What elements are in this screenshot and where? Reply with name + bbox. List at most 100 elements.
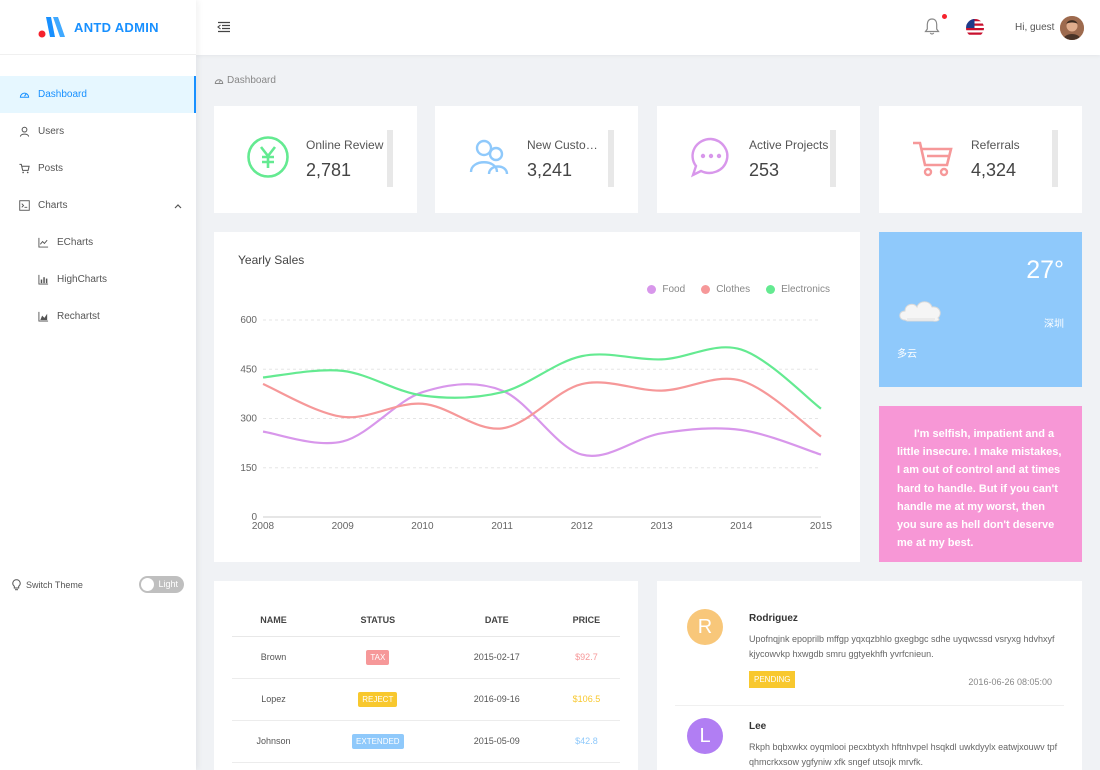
cloud-icon	[897, 296, 945, 329]
stat-card-new-customers: New Customers 3,241	[435, 106, 638, 213]
comment-item[interactable]: L Lee Rkph bqbxwkx oyqmlooi pecxbtyxh hf…	[675, 706, 1064, 770]
legend-item-food[interactable]: Food	[647, 284, 685, 295]
sidebar-item-rechartst[interactable]: Rechartst	[0, 298, 196, 335]
us-flag-icon[interactable]	[966, 19, 984, 37]
yearly-sales-card: Yearly Sales Food Clothes Electronics 0 1…	[214, 232, 860, 562]
stat-card-online-review: Online Review 2,781	[214, 106, 417, 213]
sidebar-item-charts[interactable]: Charts	[0, 187, 196, 224]
switch-theme-label: Switch Theme	[26, 579, 83, 590]
menu-fold-icon[interactable]	[217, 20, 231, 38]
stat-title: New Customers	[527, 138, 607, 152]
shopping-cart-icon	[911, 135, 955, 179]
cell-status: REJECT	[314, 678, 441, 721]
stat-divider	[387, 130, 393, 187]
sidebar-item-label: ECharts	[57, 237, 94, 248]
breadcrumb: Dashboard	[214, 75, 276, 86]
x-tick-label: 2010	[411, 521, 434, 532]
chart-title: Yearly Sales	[238, 253, 305, 267]
table-row[interactable]: Lopez REJECT 2016-09-16 $106.5	[232, 678, 620, 721]
weather-city: 深圳	[1044, 319, 1064, 330]
sidebar-item-highcharts[interactable]: HighCharts	[0, 261, 196, 298]
status-badge: TAX	[366, 649, 390, 665]
quote-text: I'm selfish, impatient and a little inse…	[897, 428, 1062, 550]
stat-card-active-projects: Active Projects 253	[657, 106, 860, 213]
stat-value: 4,324	[971, 160, 1017, 180]
weather-temperature: 27°	[1026, 256, 1064, 284]
bar-chart-icon	[38, 274, 49, 285]
cell-name: Johnson	[232, 720, 315, 763]
cell-name: Brown	[232, 636, 315, 679]
sidebar-item-posts[interactable]: Posts	[0, 150, 196, 187]
cell-price: $106.5	[552, 678, 620, 721]
comment-content: Rkph bqbxwkx oyqmlooi pecxbtyxh hftnhvpe…	[749, 742, 1058, 767]
sidebar: ANTD ADMIN Dashboard Users Posts Charts	[0, 0, 196, 770]
cell-date: 2015-02-17	[440, 636, 553, 679]
stat-value: 2,781	[306, 160, 352, 180]
logo-icon	[38, 14, 68, 40]
stat-value: 3,241	[527, 160, 573, 180]
line-chart-icon	[38, 237, 49, 248]
comment-avatar: L	[687, 718, 723, 754]
notification-badge	[942, 14, 947, 19]
legend-label: Electronics	[781, 284, 830, 295]
stat-title: Active Projects	[749, 138, 829, 152]
sidebar-item-users[interactable]: Users	[0, 113, 196, 150]
status-badge: REJECT	[358, 691, 398, 707]
legend-label: Clothes	[716, 284, 751, 295]
cell-status: TAX	[314, 636, 441, 679]
stat-divider	[830, 130, 836, 187]
series-line-food	[262, 383, 822, 457]
column-header-price[interactable]: PRICE	[552, 604, 620, 637]
y-tick-label: 0	[251, 512, 257, 523]
theme-toggle[interactable]: Light	[139, 576, 184, 593]
y-tick-label: 300	[240, 414, 257, 425]
table-row[interactable]: Johnson EXTENDED 2015-05-09 $42.8	[232, 720, 620, 763]
series-line-clothes	[262, 377, 822, 438]
user-greeting[interactable]: Hi, guest	[1015, 22, 1055, 33]
comment-author: Lee	[749, 721, 767, 732]
sales-table: NAME STATUS DATE PRICE Brown TAX 2015-02…	[232, 604, 620, 763]
chart-legend: Food Clothes Electronics	[631, 284, 830, 295]
recent-sales-card: NAME STATUS DATE PRICE Brown TAX 2015-02…	[214, 581, 638, 770]
avatar[interactable]	[1060, 16, 1084, 40]
stat-divider	[1052, 130, 1058, 187]
weather-condition: 多云	[897, 349, 917, 360]
sidebar-item-echarts[interactable]: ECharts	[0, 224, 196, 261]
sidebar-item-label: Charts	[38, 200, 68, 211]
sidebar-item-dashboard[interactable]: Dashboard	[0, 76, 196, 113]
table-row[interactable]: Brown TAX 2015-02-17 $92.7	[232, 636, 620, 679]
message-icon	[689, 135, 733, 179]
comments-card: R Rodriguez Upofnqjnk epoprilb mffgp yqx…	[657, 581, 1082, 770]
area-chart-icon	[38, 311, 49, 322]
x-tick-label: 2015	[810, 521, 833, 532]
series-line-electronics	[262, 346, 822, 410]
bell-icon[interactable]	[924, 17, 940, 41]
stat-divider	[608, 130, 614, 187]
stat-card-referrals: Referrals 4,324	[879, 106, 1082, 213]
legend-item-electronics[interactable]: Electronics	[766, 284, 830, 295]
weather-card: 27° 深圳 多云	[879, 232, 1082, 387]
sidebar-item-label: HighCharts	[57, 274, 108, 285]
quote-card: I'm selfish, impatient and a little inse…	[879, 406, 1082, 562]
comment-date: 2016-06-26 08:05:00	[968, 677, 1052, 687]
column-header-name[interactable]: NAME	[232, 604, 315, 637]
x-tick-label: 2013	[650, 521, 673, 532]
column-header-status[interactable]: STATUS	[314, 604, 441, 637]
breadcrumb-item[interactable]: Dashboard	[227, 75, 276, 86]
comment-author: Rodriguez	[749, 613, 798, 624]
x-tick-label: 2014	[730, 521, 753, 532]
comment-status-badge: PENDING	[749, 671, 796, 688]
legend-item-clothes[interactable]: Clothes	[701, 284, 750, 295]
code-icon	[19, 200, 30, 211]
shopping-cart-icon	[19, 163, 30, 174]
legend-dot	[647, 285, 657, 294]
y-tick-label: 450	[240, 364, 257, 375]
x-tick-label: 2011	[491, 521, 513, 532]
comment-content: Upofnqjnk epoprilb mffgp yqxqzbhlo gxegb…	[749, 634, 1055, 659]
comment-item[interactable]: R Rodriguez Upofnqjnk epoprilb mffgp yqx…	[675, 581, 1064, 706]
column-header-date[interactable]: DATE	[440, 604, 553, 637]
dashboard-icon	[214, 76, 224, 86]
logo[interactable]: ANTD ADMIN	[0, 0, 196, 55]
theme-switch-row: Switch Theme Light	[12, 576, 184, 593]
sidebar-item-label: Dashboard	[38, 89, 87, 100]
